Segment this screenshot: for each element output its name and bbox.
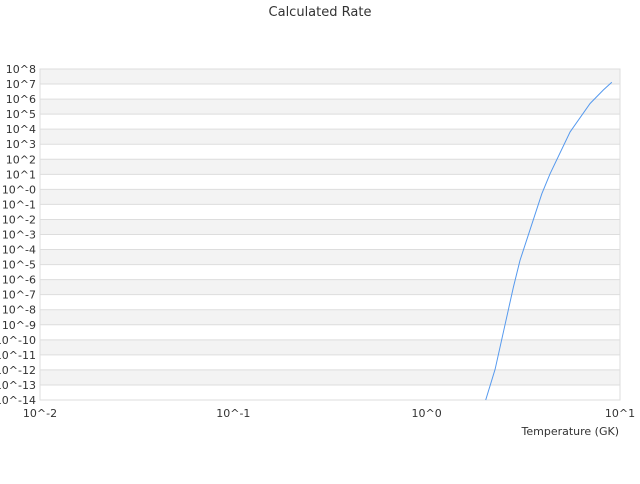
chart-title: Calculated Rate xyxy=(269,5,372,20)
plot-band xyxy=(40,369,620,385)
y-tick-label: 10^2 xyxy=(6,153,36,166)
y-tick-label: 10^-3 xyxy=(2,229,36,242)
y-tick-label: 10^-8 xyxy=(2,304,36,317)
y-tick-label: 10^-1 xyxy=(2,198,36,211)
y-tick-label: 10^7 xyxy=(6,78,36,91)
y-tick-label: 10^3 xyxy=(6,138,36,151)
y-tick-label: 10^6 xyxy=(6,93,36,106)
y-tick-label: 10^-14 xyxy=(0,394,36,407)
y-tick-label: 10^-7 xyxy=(2,289,36,302)
plot-band xyxy=(40,159,620,175)
y-tick-label: 10^8 xyxy=(6,63,36,76)
plot-border xyxy=(39,68,621,401)
y-tick-label: 10^-12 xyxy=(0,364,36,377)
plot-band xyxy=(40,189,620,205)
x-tick-label: 10^-1 xyxy=(216,407,250,420)
y-tick-label: 10^5 xyxy=(6,108,36,121)
x-tick-label: 10^0 xyxy=(412,407,442,420)
y-tick-label: 10^-6 xyxy=(2,274,36,287)
x-axis-label: Temperature (GK) xyxy=(521,425,620,438)
x-tick-label: 10^-2 xyxy=(23,407,57,420)
y-tick-label: 10^-11 xyxy=(0,349,36,362)
plot-band xyxy=(40,219,620,235)
y-tick-label: 10^-0 xyxy=(2,183,36,196)
series-line xyxy=(485,81,613,401)
y-tick-label: 10^4 xyxy=(6,123,36,136)
plot-band xyxy=(40,309,620,325)
y-tick-label: 10^-13 xyxy=(0,379,36,392)
plot-band xyxy=(40,129,620,145)
y-tick-label: 10^-9 xyxy=(2,319,36,332)
y-axis-ticks: 10^8 10^7 10^6 10^5 10^4 10^3 10^2 10^1 10^-0 10^… xyxy=(0,63,36,407)
plot-bands xyxy=(40,69,620,385)
plot-band xyxy=(40,249,620,265)
y-tick-label: 10^1 xyxy=(6,168,36,181)
y-tick-label: 10^-2 xyxy=(2,213,36,226)
y-tick-label: 10^-4 xyxy=(2,244,36,257)
y-tick-label: 10^-5 xyxy=(2,259,36,272)
y-tick-label: 10^-10 xyxy=(0,334,36,347)
plot-band xyxy=(40,339,620,355)
plot-band xyxy=(40,99,620,115)
plot-band xyxy=(40,69,620,85)
x-tick-label: 10^1 xyxy=(605,407,635,420)
x-axis-ticks: 10^-2 10^-1 10^0 10^1 xyxy=(23,407,635,420)
plot-band xyxy=(40,279,620,295)
